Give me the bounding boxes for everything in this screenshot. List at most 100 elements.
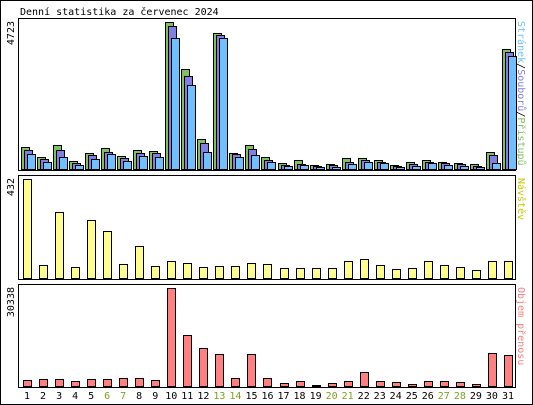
bar-day-3-s2 [59,157,68,170]
bar-day-19 [312,268,321,279]
x-tick-label: 12 [197,391,209,402]
legend-part-4: Přístupů [515,117,527,165]
x-tick-label: 5 [88,391,94,402]
x-tick-label: 31 [502,391,514,402]
bar-day-13 [215,266,224,279]
x-tick-label: 28 [454,391,466,402]
bar-day-12-s2 [203,152,212,170]
y-max-label: 432 [6,178,17,196]
bar-day-10 [167,261,176,279]
bar-day-22 [360,372,369,387]
bar-day-20-s2 [332,167,341,170]
bar-day-4 [71,381,80,387]
bar-day-24-s2 [396,167,405,170]
bar-day-28 [456,267,465,279]
x-tick-label: 29 [470,391,482,402]
bar-day-1 [23,179,32,279]
bar-day-2 [39,265,48,279]
bar-day-11-s2 [187,85,196,170]
x-tick-label: 2 [40,391,46,402]
bar-day-27 [440,381,449,387]
x-tick-label: 24 [390,391,402,402]
bar-day-8 [135,378,144,387]
panel-top: 4723 Stránek/Souborů/Přístupů [6,18,527,171]
bar-day-23 [376,265,385,279]
bar-day-16 [263,378,272,387]
x-tick-label: 14 [229,391,241,402]
bar-day-21 [344,261,353,279]
bar-day-18-s2 [300,165,309,170]
bar-day-19 [312,385,321,387]
bar-day-17-s2 [284,166,293,170]
bar-day-28 [456,382,465,387]
bar-day-26 [424,261,433,279]
bar-day-20 [328,268,337,279]
bar-day-15 [247,263,256,279]
x-tick-label: 18 [293,391,305,402]
x-tick-label: 19 [310,391,322,402]
chart-title: Denní statistika za červenec 2024 [20,6,219,18]
bar-day-26-s2 [428,163,437,170]
bar-day-8 [135,246,144,279]
bar-day-10-s2 [171,38,180,170]
bar-day-14 [231,266,240,279]
x-tick-label: 15 [245,391,257,402]
bar-day-3 [55,379,64,387]
x-tick-label: 4 [72,391,78,402]
bar-day-18 [296,381,305,387]
panel-frame [18,175,516,280]
bar-day-25-s2 [412,166,421,170]
bar-day-26 [424,381,433,387]
legend-part-2: Souborů [515,69,527,111]
x-tick-label: 13 [213,391,225,402]
legend-label: Objem přenosu [515,287,527,365]
bar-day-7 [119,378,128,387]
bar-day-12 [199,348,208,387]
y-max-label: 30338 [6,287,17,317]
bar-day-14-s2 [235,157,244,170]
bar-day-6 [103,231,112,279]
panel-frame [18,284,516,388]
bar-day-6-s2 [107,154,116,170]
bar-day-27-s2 [444,165,453,170]
bar-day-9 [151,380,160,387]
bar-day-6 [103,379,112,387]
x-tick-label: 21 [342,391,354,402]
bar-day-11 [183,335,192,387]
bar-day-31 [504,355,513,387]
bar-day-23-s2 [380,163,389,170]
bar-day-5 [87,379,96,387]
bar-day-2-s2 [43,162,52,170]
x-axis-labels: 1 2 3 4 5 6 7 8 9 10 11 12 13 14 15 16 17 18 19 20 21 22 23 24 2… [24,391,514,402]
bar-day-13 [215,354,224,387]
bar-day-31-s2 [508,56,517,170]
bar-day-30 [488,353,497,387]
bar-day-25 [408,384,417,387]
bar-day-7-s2 [123,161,132,170]
bar-day-31 [504,261,513,279]
panel-middle: 432 Návštěv [6,175,527,280]
x-tick-label: 20 [326,391,338,402]
bar-day-15 [247,354,256,387]
bar-day-22 [360,259,369,279]
bar-day-29 [472,384,481,387]
bar-day-5-s2 [91,159,100,170]
bar-day-28-s2 [460,166,469,170]
x-tick-label: 8 [136,391,142,402]
x-tick-label: 1 [24,391,30,402]
bar-day-1-s2 [27,154,36,170]
bar-day-14 [231,378,240,387]
bar-day-21 [344,381,353,387]
bar-day-1 [23,380,32,387]
bar-day-21-s2 [348,164,357,170]
x-tick-label: 11 [181,391,193,402]
legend-part-1: / [515,63,526,69]
bar-day-19-s2 [316,167,325,170]
bar-day-29-s2 [476,167,485,170]
bar-day-13-s2 [219,38,228,170]
legend-part-3: / [515,111,526,117]
